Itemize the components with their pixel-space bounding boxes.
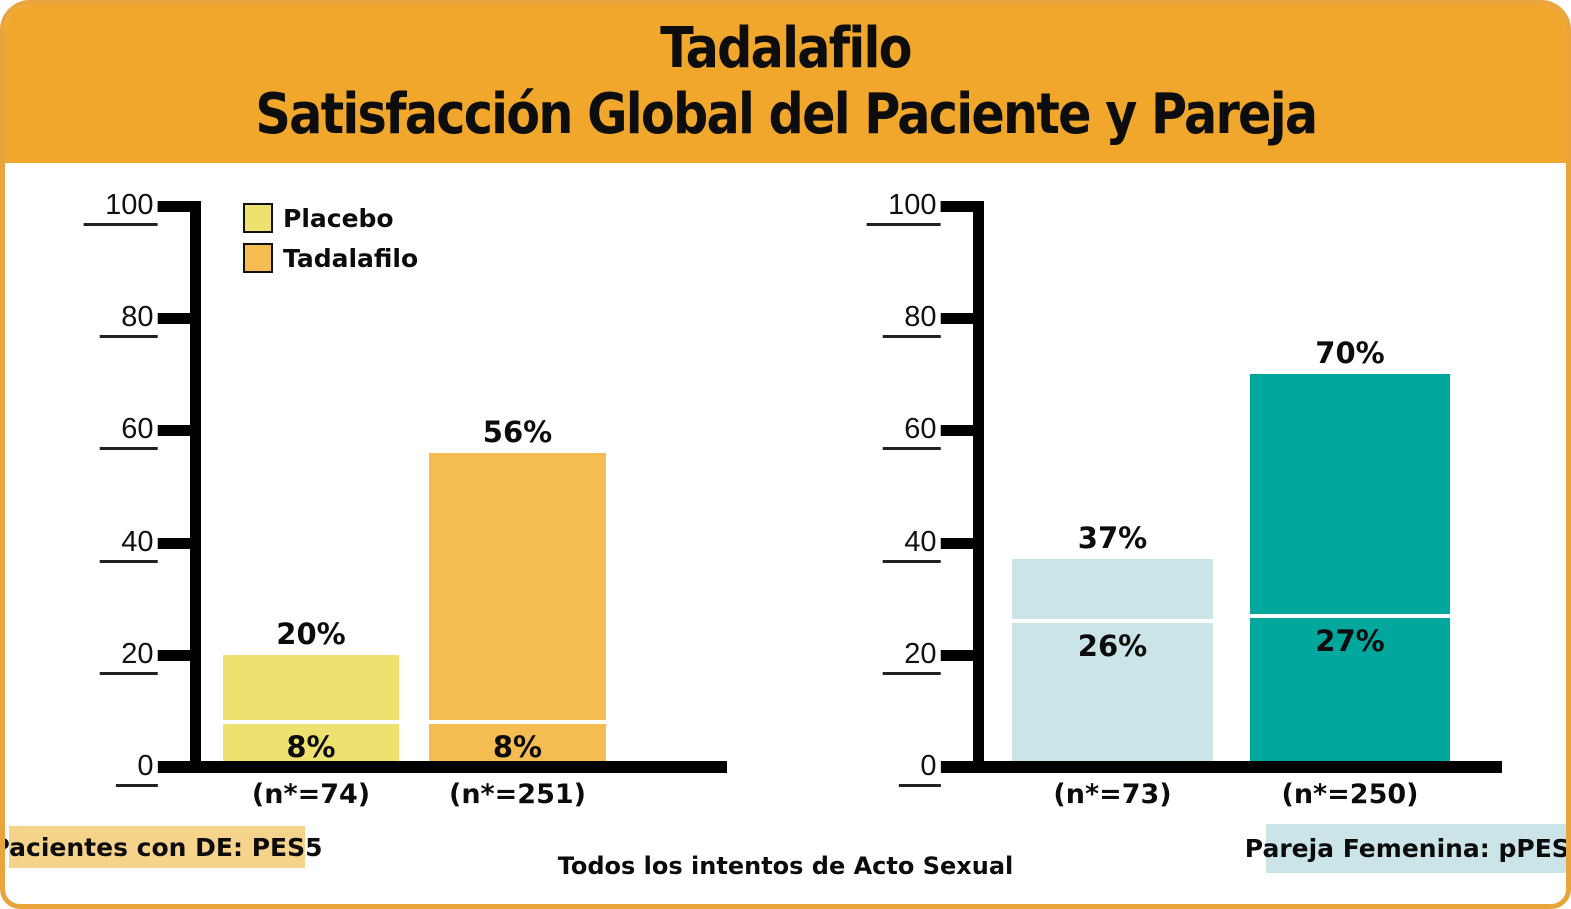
x-axis [157,761,727,773]
bar-segment-divider [429,720,606,725]
bar-segment-label: 27% [1315,623,1385,658]
charts-area: 0 20 40 60 80 100 20% 8% (n*=74) 56% 8% (n*=251) 0 20… [5,5,1566,904]
x-axis [933,761,1502,773]
bar-segment-divider [1012,619,1213,624]
y-tick-label: 60 [99,415,158,451]
y-tick-label: 0 [115,752,158,787]
bar-segment-label: 8% [492,730,543,765]
y-tick-label: 40 [882,527,941,563]
y-axis [972,201,984,773]
y-axis [189,201,201,773]
bar [429,452,606,761]
y-tick-mark [934,762,975,773]
right-chart-tag: Pareja Femenina: pPES3 [1245,824,1566,873]
footnote: Todos los intentos de Acto Sexual [557,852,1014,880]
bar-value-label: 37% [1077,521,1148,556]
y-tick-label: 80 [99,303,158,339]
y-tick-mark [934,649,975,661]
y-tick-mark [934,425,975,437]
chart-legend: Placebo Tadalafilo [243,203,418,283]
right-chart-tag-label: Pareja Femenina: pPES3 [1244,834,1571,863]
bar [1250,374,1450,761]
y-tick-label: 0 [898,752,941,787]
bar-category-label: (n*=73) [1053,779,1172,810]
legend-swatch [243,203,273,233]
left-chart-tag-label: Pacientes con DE: PES5 [0,832,323,862]
bar [223,654,399,761]
legend-swatch [243,243,273,273]
y-tick-label: 60 [882,415,941,451]
y-tick-label: 100 [83,191,158,226]
legend-item: Placebo [243,203,418,233]
legend-label: Placebo [283,203,394,233]
y-tick-label: 80 [882,303,941,339]
slide-header: Tadalafilo Satisfacción Global del Pacie… [5,5,1566,163]
y-tick-label: 40 [99,527,158,563]
bar-segment-label: 26% [1077,629,1148,664]
bar-segment-divider [223,720,399,725]
y-tick-label: 20 [99,639,158,675]
bar-value-label: 56% [482,414,553,449]
y-tick-mark [934,537,975,549]
y-tick-label: 20 [882,639,941,675]
bar-value-label: 70% [1315,336,1385,371]
bar-segment-divider [1250,613,1450,618]
bar-category-label: (n*=250) [1281,779,1419,810]
bar [1012,559,1213,761]
page-subtitle: Satisfacción Global del Paciente y Parej… [254,81,1318,147]
legend-label: Tadalafilo [283,243,419,273]
y-tick-mark [151,649,192,661]
bar-segment-label: 8% [286,730,336,765]
bar-category-label: (n*=251) [448,779,586,810]
left-chart-tag: Pacientes con DE: PES5 [5,826,323,868]
legend-item: Tadalafilo [243,243,418,273]
y-tick-mark [934,201,975,212]
y-tick-mark [151,201,192,212]
y-tick-mark [151,425,192,437]
y-tick-label: 100 [866,191,941,226]
bar-category-label: (n*=74) [251,779,371,810]
y-tick-mark [151,537,192,549]
y-tick-mark [151,313,192,325]
page-title: Tadalafilo [660,15,912,81]
y-tick-mark [934,313,975,325]
y-tick-mark [151,762,192,773]
bar-value-label: 20% [276,616,346,651]
